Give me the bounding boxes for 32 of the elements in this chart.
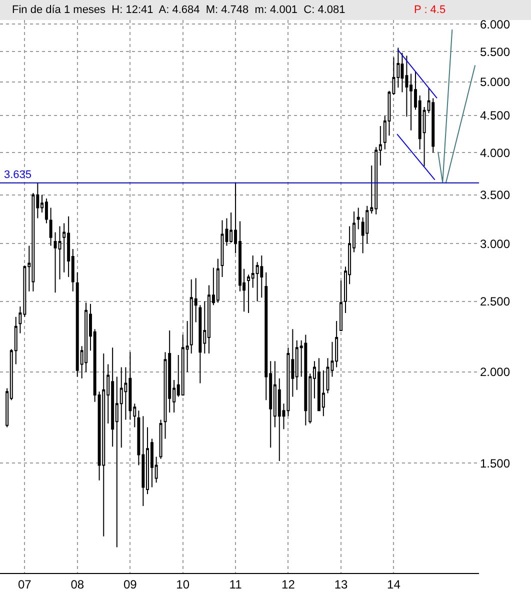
candlestick <box>356 207 360 230</box>
ref-line-label: 3.635 <box>4 169 32 181</box>
x-tick-label: 14 <box>387 577 401 592</box>
y-tick-label: 4.000 <box>480 146 510 160</box>
candlestick <box>198 304 202 384</box>
x-tick-label: 07 <box>18 577 32 592</box>
candlestick <box>304 334 308 426</box>
chart-title: Fin de día 1 meses H: 12:41 A: 4.684 M: 4.748 m: 4.001 C: 4.081 <box>12 4 346 16</box>
candlestick <box>102 353 106 537</box>
candlestick <box>220 220 224 278</box>
candlestick <box>159 419 162 460</box>
y-tick-label: 5.500 <box>480 44 510 59</box>
candlestick <box>44 198 48 224</box>
x-tick-label: 12 <box>282 577 296 592</box>
y-tick-label: 1.500 <box>480 456 510 470</box>
x-tick-label: 11 <box>229 577 242 592</box>
y-tick-label: 6.000 <box>480 17 510 32</box>
candlestick <box>260 254 264 298</box>
y-tick-label: 2.000 <box>480 365 510 380</box>
y-tick-label: 4.500 <box>480 108 510 122</box>
y-tick-label: 3.500 <box>480 188 510 202</box>
x-tick-label: 13 <box>334 577 348 592</box>
y-tick-label: 3.000 <box>480 236 510 251</box>
candlestick <box>49 207 52 246</box>
y-tick-label: 5.000 <box>480 75 510 90</box>
chart-subtitle: P : 4.5 <box>414 4 446 16</box>
y-tick-label: 2.500 <box>480 294 510 309</box>
x-tick-label: 09 <box>124 577 138 592</box>
candlestick <box>216 258 220 304</box>
x-tick-label: 08 <box>70 577 84 592</box>
candlestick <box>340 280 343 332</box>
x-tick-label: 10 <box>176 577 190 592</box>
